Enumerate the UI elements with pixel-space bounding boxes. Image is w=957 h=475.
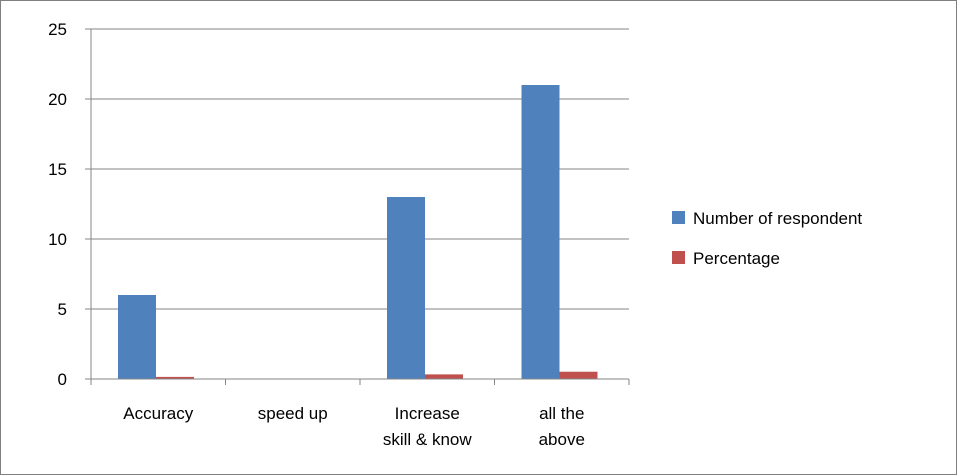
- bars: [118, 85, 598, 379]
- y-tick-label: 15: [48, 160, 67, 179]
- legend-swatch: [672, 251, 685, 264]
- bar-percentage: [425, 374, 463, 379]
- axes: [85, 28, 630, 385]
- legend: Number of respondent Percentage: [672, 209, 862, 268]
- x-tick-label: speed up: [258, 404, 328, 423]
- bar-respondents: [118, 295, 156, 379]
- x-tick-label: Increase: [395, 404, 460, 423]
- bar-respondents: [521, 85, 560, 379]
- x-tick-label: above: [539, 430, 585, 449]
- legend-swatch: [672, 211, 685, 224]
- x-tick-labels: Accuracy speed up Increase skill & know all …: [123, 404, 585, 449]
- y-tick-label: 0: [58, 370, 67, 389]
- y-tick-labels: 0 5 10 15 20 25: [48, 20, 67, 389]
- legend-label: Percentage: [693, 249, 780, 268]
- x-tick-label: all the: [539, 404, 584, 423]
- x-tick-label: Accuracy: [123, 404, 193, 423]
- y-tick-label: 20: [48, 90, 67, 109]
- bar-percentage: [559, 371, 598, 379]
- y-tick-label: 5: [58, 300, 67, 319]
- y-tick-label: 10: [48, 230, 67, 249]
- y-tick-label: 25: [48, 20, 67, 39]
- bar-respondents: [387, 197, 425, 379]
- bar-percentage: [156, 376, 194, 379]
- x-tick-label: skill & know: [383, 430, 473, 449]
- legend-label: Number of respondent: [693, 209, 862, 228]
